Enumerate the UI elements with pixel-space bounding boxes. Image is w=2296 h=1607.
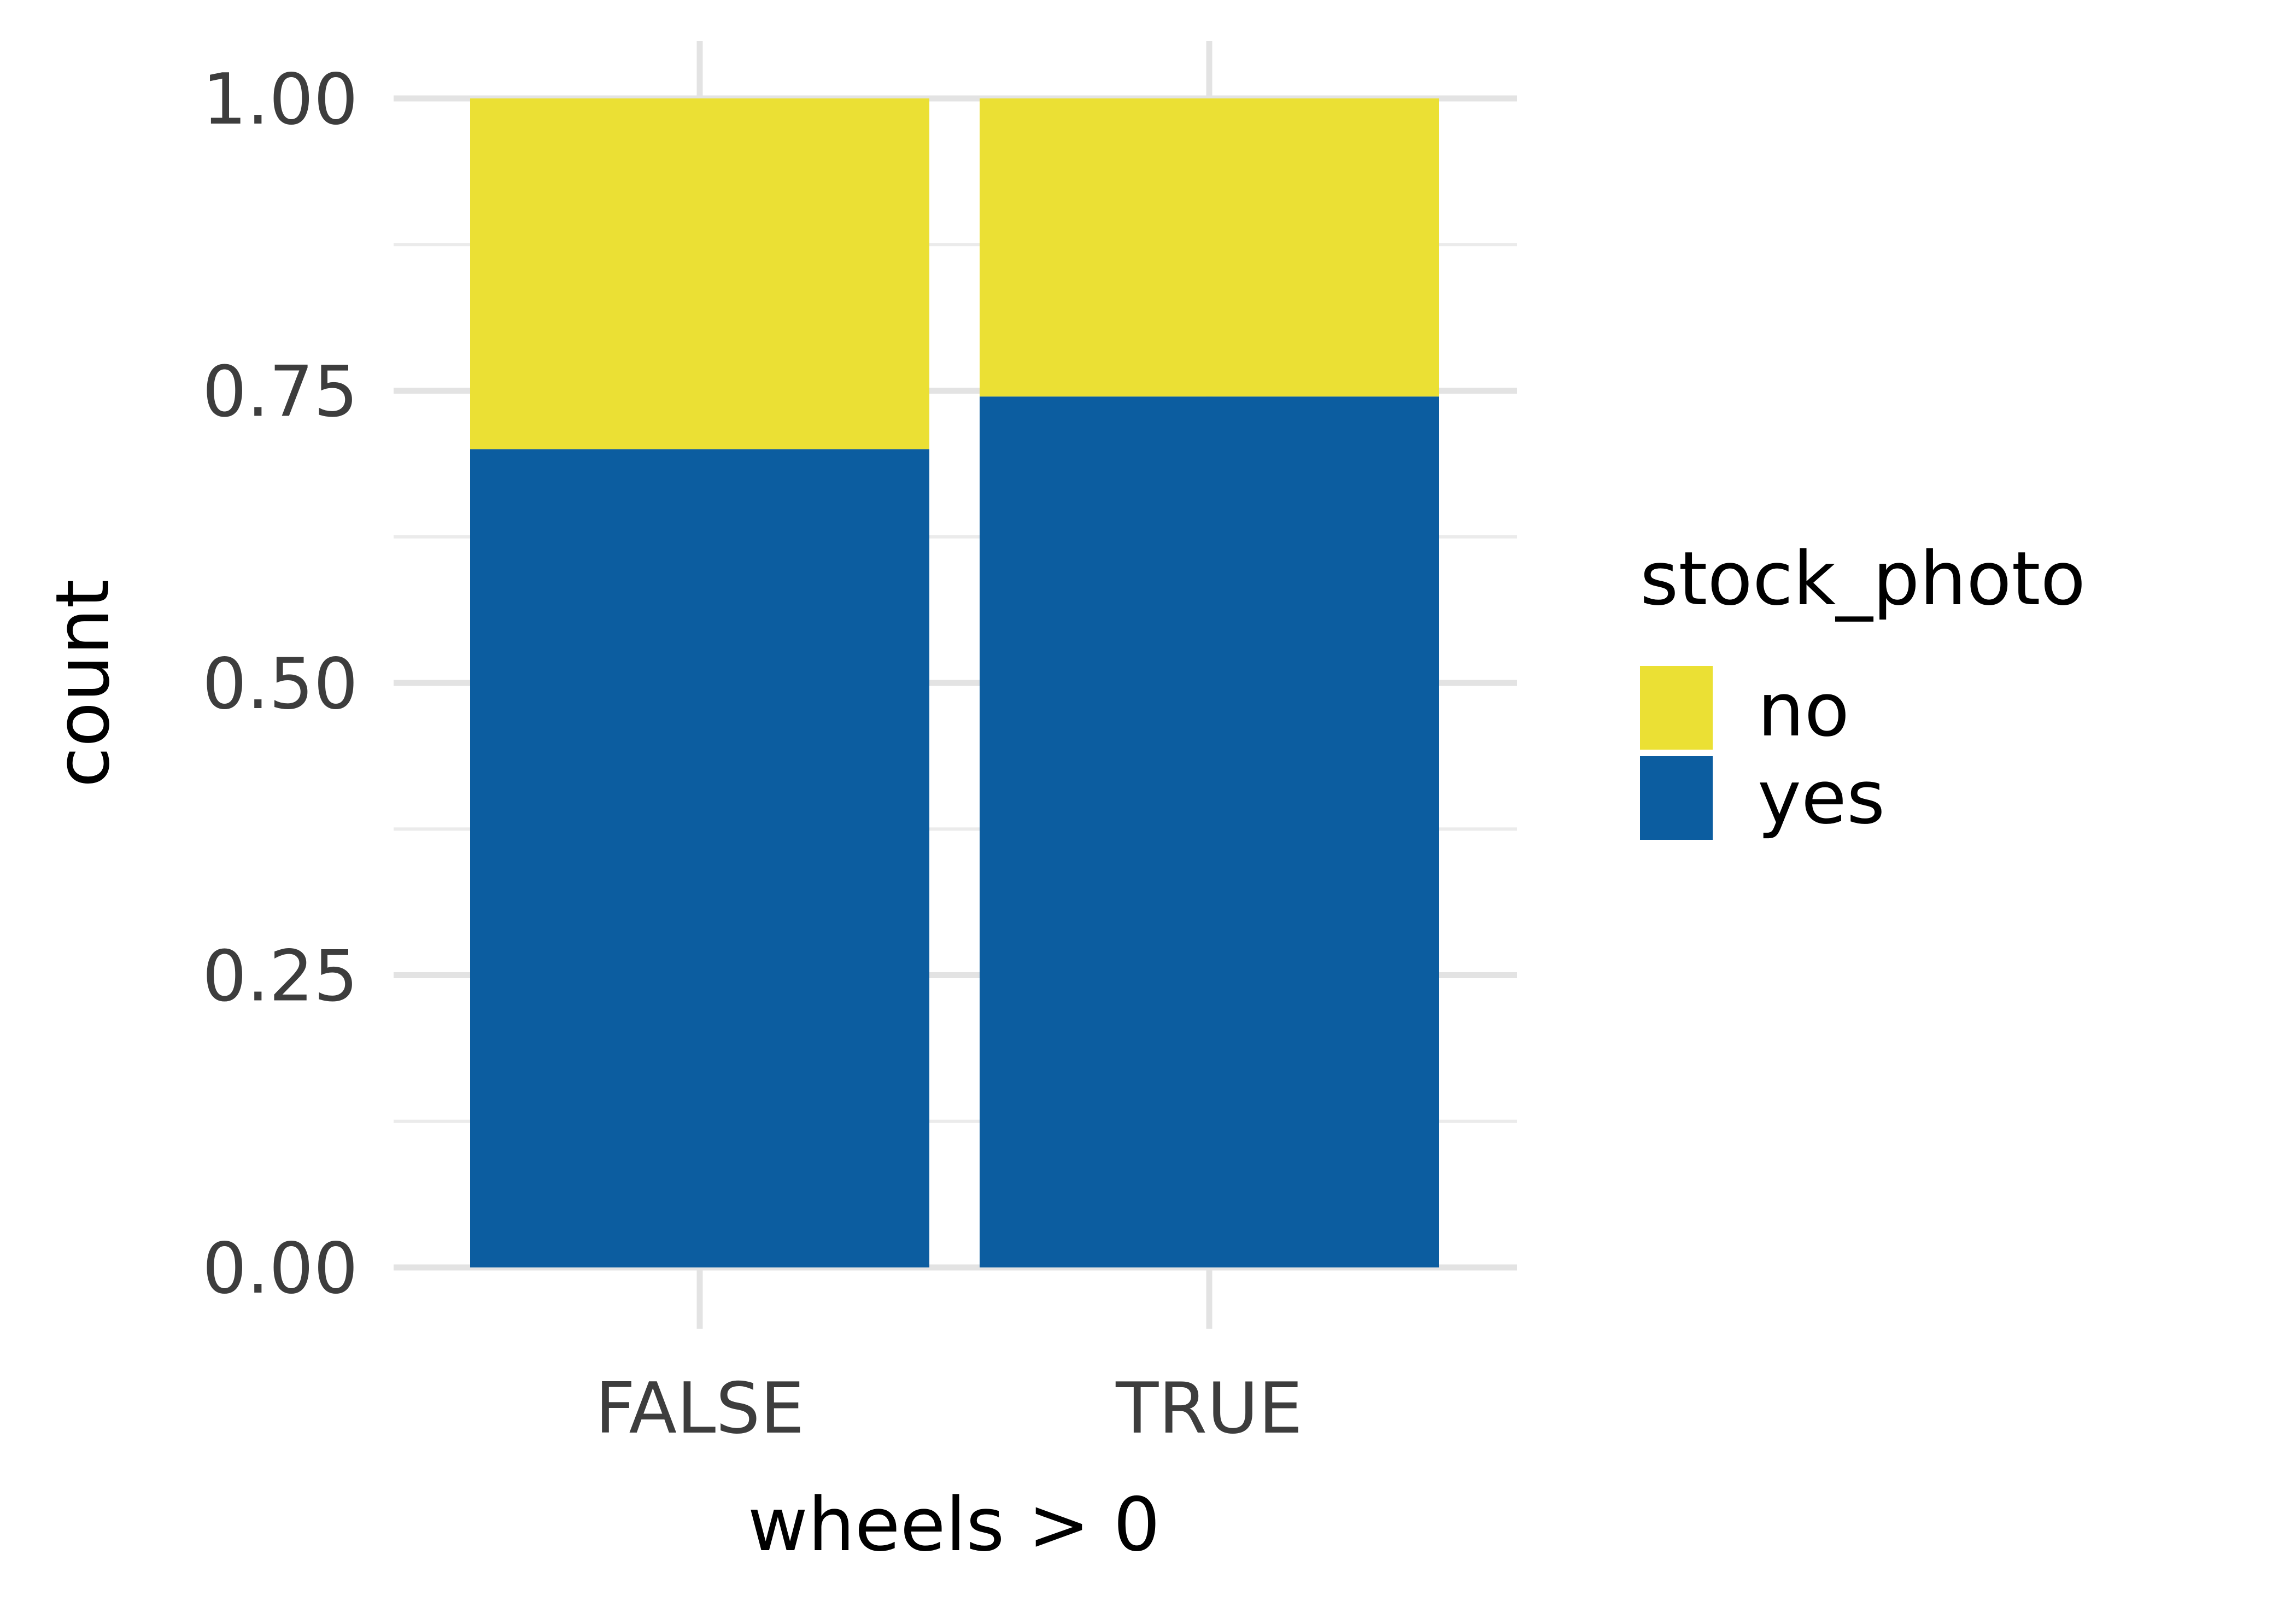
y-axis-title: count [40,580,126,788]
y-tick-label: 0.00 [202,1228,358,1310]
bar-false-yes [470,449,929,1267]
legend-swatch-no [1640,666,1713,750]
x-axis-ticks: FALSE TRUE [595,1368,1303,1450]
x-tick-label: FALSE [595,1368,805,1450]
legend: stock_photo no yes [1640,536,2086,840]
y-tick-label: 1.00 [202,59,358,141]
bar-true-yes [980,396,1439,1268]
y-tick-label: 0.75 [202,352,358,433]
legend-label-no: no [1758,667,1849,753]
bar-true-no [980,98,1439,397]
y-axis-ticks: 0.00 0.25 0.50 0.75 1.00 [202,59,358,1310]
x-axis-title: wheels > 0 [748,1482,1161,1568]
legend-title: stock_photo [1640,536,2086,622]
x-tick-label: TRUE [1115,1368,1303,1450]
legend-label-yes: yes [1758,755,1885,840]
y-tick-label: 0.50 [202,644,358,725]
y-tick-label: 0.25 [202,936,358,1018]
legend-swatch-yes [1640,756,1713,840]
bars [470,98,1439,1268]
bar-false-no [470,98,929,449]
